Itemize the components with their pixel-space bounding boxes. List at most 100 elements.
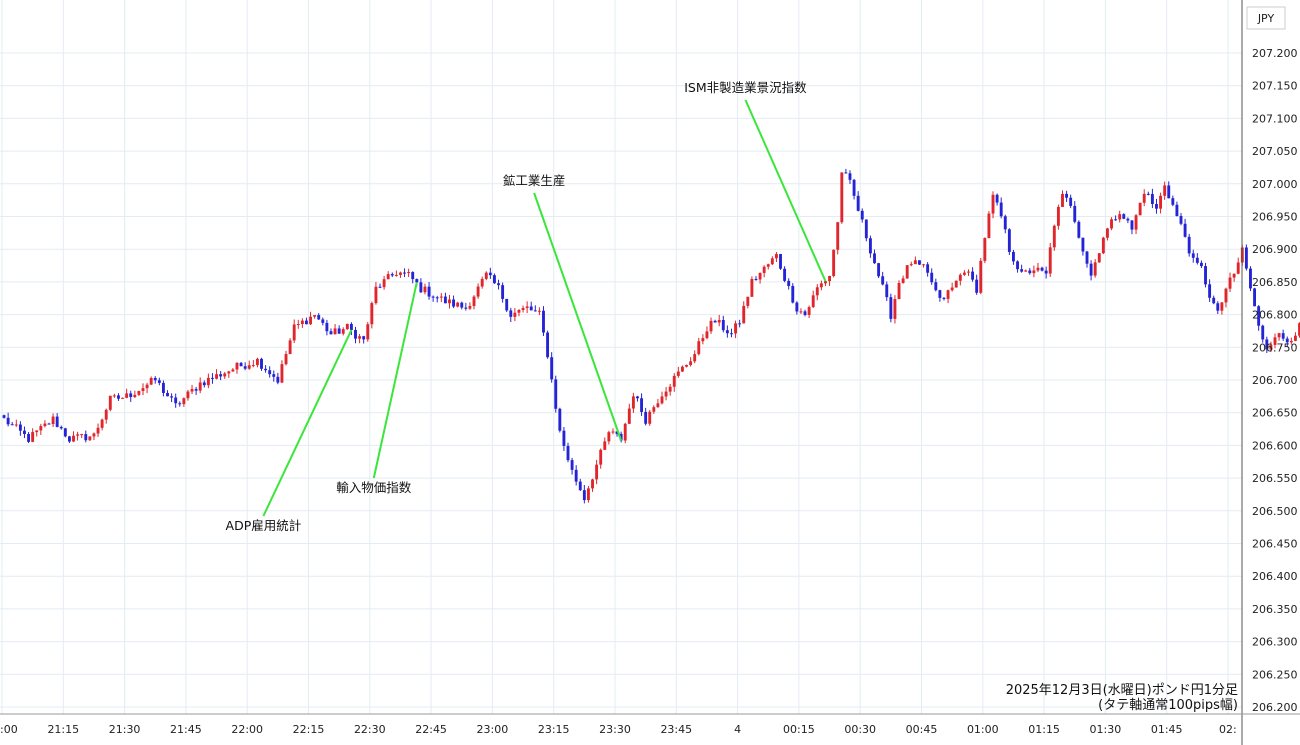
- candle-body: [636, 396, 639, 399]
- candle-body: [586, 488, 590, 501]
- candle-body: [991, 194, 995, 214]
- candle-body: [701, 338, 705, 342]
- candle-body: [480, 278, 484, 287]
- candle-body: [1146, 193, 1150, 195]
- candle-body: [603, 441, 607, 450]
- y-tick-label: 206.500: [1252, 505, 1298, 518]
- candle-body: [705, 331, 709, 339]
- x-tick-label: 01:00: [967, 723, 999, 736]
- candle-body: [239, 362, 243, 367]
- x-tick-label: 00:15: [783, 723, 815, 736]
- candle-body: [1232, 273, 1236, 278]
- x-tick-label: 23:45: [660, 723, 692, 736]
- y-tick-label: 206.600: [1252, 439, 1298, 452]
- candle-body: [170, 396, 174, 398]
- candle-body: [129, 393, 133, 398]
- currency-label: JPY: [1257, 12, 1275, 25]
- candle-body: [877, 263, 881, 277]
- candle-body: [742, 305, 746, 324]
- candle-body: [922, 264, 925, 266]
- y-tick-label: 207.050: [1252, 145, 1298, 158]
- candle-body: [909, 264, 913, 266]
- candle-body: [787, 280, 791, 286]
- candle-body: [251, 365, 255, 367]
- candle-body: [1171, 198, 1175, 205]
- candle-body: [517, 309, 521, 313]
- y-tick-label: 206.950: [1252, 211, 1298, 224]
- candle-body: [1293, 335, 1297, 341]
- candle-body: [272, 374, 276, 377]
- candle-body: [766, 264, 770, 267]
- candle-body: [84, 434, 88, 441]
- candle-body: [1187, 236, 1191, 254]
- candle-body: [153, 378, 157, 381]
- candle-body: [652, 407, 656, 412]
- candle-body: [824, 281, 827, 284]
- annotation-label: ADP雇用統計: [226, 518, 302, 533]
- candle-body: [362, 336, 366, 340]
- candle-body: [558, 408, 562, 431]
- candle-body: [309, 316, 312, 325]
- candle-body: [1199, 262, 1203, 267]
- candle-body: [962, 272, 966, 275]
- x-tick-label: 23:30: [599, 723, 631, 736]
- candle-body: [1163, 185, 1167, 196]
- y-tick-label: 207.000: [1252, 178, 1298, 191]
- candle-body: [411, 272, 415, 280]
- candle-body: [525, 306, 529, 308]
- candle-body: [2, 415, 6, 418]
- candle-body: [938, 290, 942, 298]
- candle-body: [354, 329, 357, 339]
- candle-body: [1220, 302, 1224, 311]
- candle-body: [926, 264, 930, 273]
- candle-body: [1253, 288, 1257, 307]
- candle-body: [676, 371, 680, 376]
- annotation-leader-line: [372, 282, 418, 479]
- candle-body: [194, 389, 198, 391]
- candle-body: [284, 354, 288, 365]
- candle-body: [468, 306, 472, 309]
- y-tick-label: 206.250: [1252, 668, 1298, 681]
- candle-body: [730, 333, 733, 335]
- candle-body: [582, 490, 586, 501]
- candle-body: [689, 361, 693, 365]
- annotation-leader-line: [533, 192, 623, 441]
- candle-body: [14, 424, 18, 426]
- candle-body: [803, 311, 807, 315]
- candle-body: [96, 427, 100, 434]
- candle-body: [995, 194, 999, 203]
- candle-body: [67, 436, 71, 442]
- candle-body: [623, 423, 627, 441]
- grid-layer: [0, 0, 1242, 714]
- candle-body: [599, 449, 603, 465]
- x-tick-label: 21:45: [170, 723, 202, 736]
- candle-body: [439, 296, 443, 298]
- candle-body: [112, 395, 116, 397]
- candle-body: [390, 274, 394, 276]
- candle-body: [852, 179, 856, 196]
- candle-body: [329, 331, 333, 335]
- candle-body: [627, 408, 631, 424]
- candle-body: [942, 297, 946, 299]
- candle-body: [791, 285, 795, 303]
- candle-body: [758, 272, 762, 280]
- candle-body: [448, 299, 451, 304]
- candle-body: [235, 362, 239, 370]
- candle-body: [1257, 306, 1261, 326]
- candle-body: [1249, 268, 1252, 289]
- candle-body: [23, 430, 26, 435]
- x-tick-label: :00: [0, 723, 18, 736]
- candle-body: [427, 286, 431, 297]
- candle-body: [386, 274, 390, 280]
- candle-body: [542, 310, 545, 333]
- candle-body: [1134, 215, 1138, 230]
- candle-body: [554, 379, 558, 409]
- candle-body: [370, 303, 374, 325]
- candle-body: [521, 307, 525, 310]
- candle-body: [166, 392, 169, 397]
- candle-body: [1032, 270, 1036, 274]
- candle-body: [734, 323, 737, 334]
- y-tick-label: 206.800: [1252, 309, 1298, 322]
- candle-body: [550, 357, 554, 380]
